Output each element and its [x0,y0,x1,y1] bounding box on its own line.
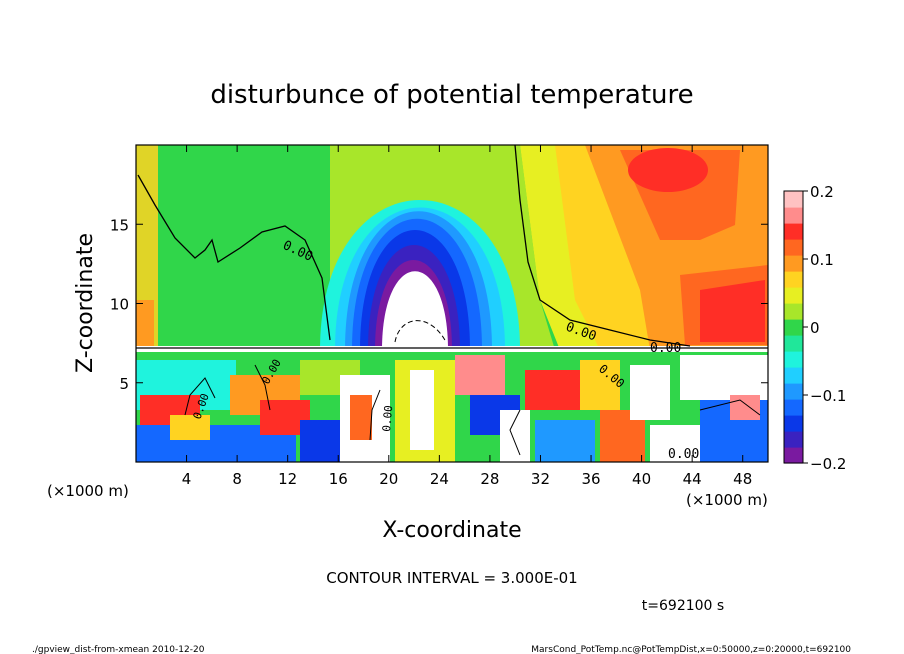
x-unit-right: (×1000 m) [686,491,768,509]
x-tick-label: 44 [683,470,702,488]
x-tick-label: 32 [531,470,550,488]
colorbar-swatch [784,351,803,368]
x-tick-label: 16 [329,470,348,488]
layer-interface [136,346,768,352]
colorbar-tick-label: −0.1 [810,387,846,405]
time-label: t=692100 s [642,598,724,614]
patch [630,365,670,420]
colorbar-swatch [784,239,803,256]
colorbar-swatch [784,415,803,432]
colorbar-swatch [784,447,803,464]
colorbar-swatch [784,367,803,384]
x-unit-left: (×1000 m) [47,482,129,500]
x-tick-label: 20 [379,470,398,488]
colorbar-swatch [784,319,803,336]
x-tick-label: 24 [430,470,449,488]
patch [500,410,530,462]
colorbar-swatch [784,383,803,400]
contour-interval: CONTOUR INTERVAL = 3.000E-01 [326,569,577,587]
colorbar-swatch [784,335,803,352]
x-tick-label: 28 [480,470,499,488]
colorbar-tick-label: 0.2 [810,183,834,201]
y-axis-label: Z-coordinate [73,233,98,373]
field-warm-red2 [628,148,708,192]
footer-left: ./gpview_dist-from-xmean 2010-12-20 [32,645,205,654]
colorbar-tick-label: 0.1 [810,251,834,269]
footer-right: MarsCond_PotTemp.nc@PotTempDist,x=0:5000… [531,645,851,654]
colorbar-ticks: 0.2 0.1 0 −0.1 −0.2 [803,183,846,473]
patch [680,355,768,400]
x-tick-label: 8 [232,470,242,488]
y-tick-label: 5 [119,375,129,393]
colorbar-swatch [784,287,803,304]
x-tick-label: 40 [632,470,651,488]
colorbar-swatch [784,431,803,448]
patch [580,360,620,410]
patch [410,370,434,450]
y-tick-label: 10 [110,296,129,314]
x-axis: 4 8 12 16 20 24 28 32 36 40 44 48 [182,145,752,488]
field-left-warm [136,145,158,350]
colorbar-tick-label: −0.2 [810,455,846,473]
patch [350,395,372,440]
contour-label: 0.00 [668,447,699,462]
colorbar-swatch [784,223,803,240]
patch [730,395,760,420]
contour-label: 0.00 [380,405,395,433]
field-warm-red4 [700,280,765,342]
colorbar-swatch [784,303,803,320]
colorbar-tick-label: 0 [810,319,820,337]
turbulent-patches [136,355,768,462]
patch [525,370,580,410]
colorbar-swatch [784,255,803,272]
x-tick-label: 4 [182,470,192,488]
plot-area [136,145,768,462]
y-axis: 5 10 15 [110,216,768,393]
patch [535,420,595,462]
patch [455,355,505,395]
x-axis-label: X-coordinate [382,518,521,543]
patch [300,420,340,462]
dome-white [382,271,448,350]
y-tick-label: 15 [110,216,129,234]
lower-contour [184,364,761,456]
patch [170,415,210,440]
dome-dashed [394,320,447,343]
colorbar-swatch [784,191,803,208]
x-tick-label: 48 [733,470,752,488]
colorbar-swatch [784,399,803,416]
chart-title: disturbunce of potential temperature [210,80,693,110]
x-tick-label: 12 [278,470,297,488]
colorbar-swatch [784,207,803,224]
colorbar-swatch [784,271,803,288]
contour-label: 0.00 [650,341,681,356]
field-left-orange [136,300,154,350]
colorbar [784,191,803,464]
zero-contour [137,145,691,347]
x-tick-label: 36 [581,470,600,488]
